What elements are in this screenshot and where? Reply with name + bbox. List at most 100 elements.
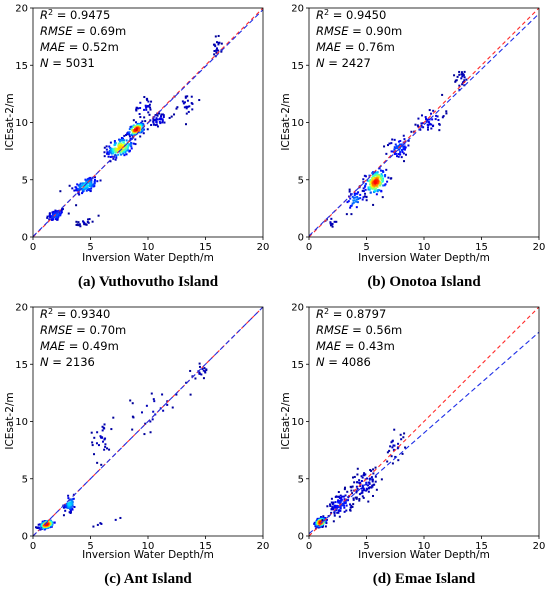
scatter-point	[331, 506, 334, 509]
scatter-point	[112, 157, 115, 160]
scatter-point	[359, 482, 362, 485]
scatter-point	[133, 132, 136, 135]
scatter-point	[461, 81, 464, 84]
scatter-point	[355, 496, 358, 499]
scatter-point	[106, 447, 109, 450]
scatter-point	[330, 507, 333, 510]
scatter-point	[91, 184, 94, 187]
scatter-point	[67, 494, 70, 497]
scatter-point	[384, 174, 387, 177]
scatter-point	[186, 105, 189, 108]
scatter-point	[119, 148, 122, 151]
scatter-point	[120, 139, 123, 142]
scatter-point	[429, 123, 432, 126]
scatter-point	[403, 148, 406, 151]
scatter-point	[198, 371, 201, 374]
scatter-point	[382, 184, 385, 187]
scatter-point	[368, 487, 371, 489]
scatter-point	[191, 375, 194, 378]
scatter-point	[60, 211, 63, 214]
scatter-point	[74, 189, 77, 192]
scatter-point	[48, 212, 51, 215]
scatter-point	[334, 496, 337, 499]
scatter-point	[379, 175, 382, 178]
scatter-point	[113, 140, 116, 143]
scatter-point	[372, 184, 375, 187]
scatter-point	[394, 147, 397, 150]
scatter-point	[462, 74, 465, 77]
scatter-point	[130, 125, 133, 128]
scatter-point	[52, 210, 55, 213]
scatter-point	[99, 179, 102, 182]
scatter-point	[86, 178, 89, 181]
scatter-point	[85, 189, 88, 192]
scatter-point	[359, 193, 362, 196]
scatter-point	[152, 410, 155, 413]
scatter-point	[214, 35, 217, 38]
scatter-point	[86, 220, 89, 223]
scatter-point	[215, 47, 218, 50]
scatter-point	[380, 176, 383, 179]
scatter-point	[205, 368, 208, 371]
scatter-point	[341, 504, 344, 507]
x-axis-label: Inversion Water Depth/m	[82, 252, 214, 264]
scatter-point	[126, 149, 129, 152]
scatter-point	[73, 505, 76, 508]
scatter-point	[81, 192, 84, 195]
scatter-point	[99, 435, 102, 438]
scatter-point	[137, 124, 140, 127]
scatter-point	[159, 122, 162, 125]
scatter-point	[215, 49, 218, 52]
scatter-point	[53, 521, 56, 524]
scatter-point	[399, 433, 402, 436]
scatter-point	[79, 183, 82, 186]
scatter-point	[356, 473, 359, 476]
scatter-point	[401, 452, 404, 455]
scatter-point	[377, 176, 380, 179]
scatter-point	[330, 217, 333, 220]
scatter-point	[393, 148, 396, 151]
scatter-point	[85, 179, 88, 182]
scatter-point	[149, 420, 152, 423]
scatter-point	[387, 176, 390, 179]
scatter-point	[130, 133, 133, 136]
scatter-point	[72, 497, 75, 500]
scatter-point	[69, 504, 72, 507]
scatter-point	[385, 152, 388, 155]
scatter-point	[333, 220, 336, 223]
scatter-point	[92, 525, 95, 528]
scatter-point	[138, 131, 141, 134]
scatter-point	[190, 102, 193, 105]
scatter-point	[355, 491, 358, 494]
scatter-point	[362, 187, 365, 190]
scatter-point	[136, 122, 139, 125]
scatter-point	[154, 124, 157, 127]
scatter-point	[332, 520, 335, 523]
scatter-point	[352, 201, 355, 204]
scatter-point	[365, 489, 368, 492]
scatter-point	[146, 99, 149, 102]
scatter-point	[436, 115, 439, 118]
scatter-point	[353, 475, 356, 478]
scatter-point	[321, 525, 324, 528]
scatter-point	[435, 114, 438, 117]
scatter-point	[73, 189, 76, 192]
scatter-point	[339, 502, 342, 505]
scatter-point	[122, 150, 125, 153]
scatter-point	[140, 121, 143, 124]
scatter-point	[372, 472, 375, 475]
scatter-point	[216, 41, 219, 44]
scatter-point	[365, 487, 368, 490]
scatter-point	[149, 106, 152, 109]
r2-label: R2 = 0.9450	[316, 8, 386, 23]
y-tick-label: 0	[298, 532, 304, 543]
scatter-point	[121, 144, 124, 147]
scatter-point	[55, 213, 58, 216]
scatter-point	[376, 180, 379, 183]
scatter-point	[358, 499, 361, 502]
scatter-point	[108, 149, 111, 152]
scatter-point	[362, 190, 365, 193]
scatter-point	[129, 149, 131, 152]
scatter-point	[324, 525, 327, 528]
scatter-point	[461, 75, 464, 78]
